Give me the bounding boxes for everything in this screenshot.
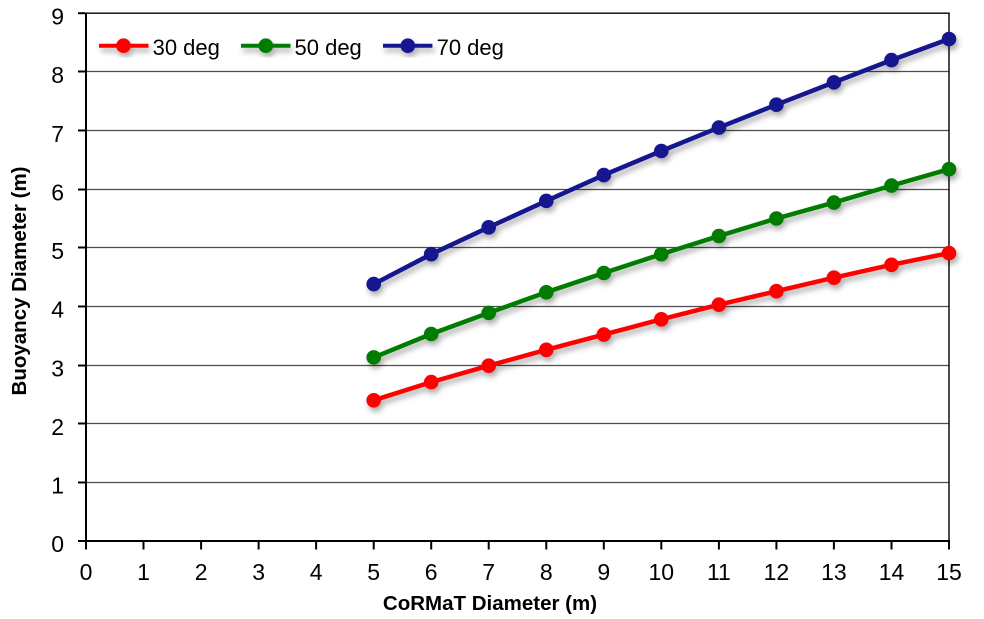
- svg-text:5: 5: [51, 238, 64, 264]
- svg-text:Buoyancy Diameter (m): Buoyancy Diameter (m): [8, 167, 31, 396]
- svg-text:50 deg: 50 deg: [295, 35, 362, 60]
- svg-text:3: 3: [51, 355, 64, 381]
- svg-text:11: 11: [707, 559, 731, 585]
- svg-text:30 deg: 30 deg: [153, 35, 220, 60]
- svg-text:5: 5: [367, 559, 380, 585]
- svg-text:1: 1: [137, 559, 150, 585]
- svg-text:13: 13: [821, 559, 847, 585]
- svg-text:10: 10: [649, 559, 675, 585]
- svg-text:15: 15: [936, 559, 962, 585]
- svg-text:1: 1: [51, 473, 64, 499]
- svg-text:2: 2: [195, 559, 208, 585]
- svg-text:6: 6: [51, 179, 64, 205]
- svg-text:70 deg: 70 deg: [437, 35, 504, 60]
- svg-text:0: 0: [51, 531, 64, 557]
- svg-text:2: 2: [51, 414, 64, 440]
- svg-text:8: 8: [51, 62, 64, 88]
- svg-text:7: 7: [51, 121, 64, 147]
- svg-text:3: 3: [252, 559, 265, 585]
- svg-text:9: 9: [51, 4, 64, 30]
- svg-text:CoRMaT Diameter (m): CoRMaT Diameter (m): [383, 592, 597, 615]
- svg-text:8: 8: [540, 559, 553, 585]
- svg-text:4: 4: [310, 559, 323, 585]
- svg-text:6: 6: [425, 559, 438, 585]
- svg-text:9: 9: [597, 559, 610, 585]
- svg-text:12: 12: [764, 559, 790, 585]
- svg-text:0: 0: [80, 559, 93, 585]
- svg-text:7: 7: [482, 559, 495, 585]
- svg-text:4: 4: [51, 297, 64, 323]
- svg-text:14: 14: [879, 559, 905, 585]
